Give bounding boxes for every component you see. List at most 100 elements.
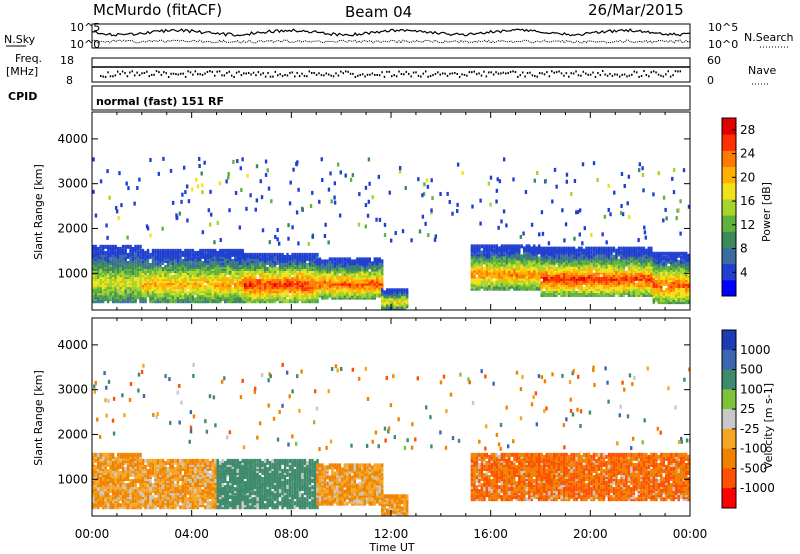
power-cell xyxy=(642,272,646,277)
power-cell xyxy=(346,275,349,280)
power-cell xyxy=(248,252,252,257)
power-cell xyxy=(196,258,200,263)
power-cell xyxy=(311,269,314,274)
power-cell xyxy=(174,299,177,304)
power-cell xyxy=(263,295,267,300)
power-cell xyxy=(176,285,180,290)
power-cell xyxy=(159,285,162,290)
power-cell xyxy=(567,290,571,295)
power-cell xyxy=(96,254,100,259)
power-cell xyxy=(169,260,172,265)
power-cell xyxy=(276,256,279,261)
nave-mark xyxy=(141,72,143,75)
power-cell xyxy=(159,293,162,298)
power-cell xyxy=(201,230,205,235)
power-cell xyxy=(508,244,511,249)
power-cell xyxy=(366,269,369,274)
power-cell xyxy=(146,269,150,274)
power-cell xyxy=(400,288,404,293)
power-cell xyxy=(602,274,606,279)
power-cell xyxy=(225,179,228,184)
power-cell xyxy=(166,289,170,294)
power-cell xyxy=(640,254,643,259)
power-cell xyxy=(366,267,369,272)
power-cell xyxy=(623,184,626,189)
power-cell xyxy=(166,266,170,271)
power-cell xyxy=(239,281,242,286)
power-cell xyxy=(612,276,616,281)
power-cell xyxy=(201,273,205,278)
power-cell xyxy=(281,258,284,263)
power-cell xyxy=(181,264,185,269)
power-cell xyxy=(114,260,117,265)
power-cell xyxy=(234,266,237,271)
power-cell xyxy=(308,281,312,286)
power-cell xyxy=(226,291,229,296)
power-cell xyxy=(94,250,97,255)
power-cell xyxy=(685,273,688,278)
power-cell xyxy=(298,256,302,261)
power-cell xyxy=(575,276,578,281)
power-cell xyxy=(273,293,277,298)
power-cell xyxy=(657,284,661,289)
power-cell xyxy=(196,252,200,257)
power-cell xyxy=(341,285,344,290)
power-cell xyxy=(485,248,489,253)
power-cell xyxy=(610,282,613,287)
power-cell xyxy=(333,283,337,288)
power-cell xyxy=(473,258,476,263)
power-cell xyxy=(403,296,406,301)
power-cell xyxy=(278,271,282,276)
power-cell xyxy=(106,279,110,284)
nave-mark xyxy=(201,73,204,76)
power-cell xyxy=(515,246,518,251)
power-cell xyxy=(580,248,583,253)
power-cell xyxy=(241,289,244,294)
power-cell xyxy=(642,250,646,255)
power-cell xyxy=(256,289,259,294)
power-cell xyxy=(176,264,180,269)
power-cell xyxy=(625,246,628,251)
power-cell xyxy=(151,252,155,257)
power-cell xyxy=(281,256,284,261)
power-cell xyxy=(286,254,289,259)
power-cell xyxy=(201,289,205,294)
power-cell xyxy=(221,283,224,288)
power-cell xyxy=(475,262,479,267)
power-cell xyxy=(607,280,611,285)
power-cell xyxy=(655,259,658,264)
power-cell xyxy=(221,262,224,267)
power-cell xyxy=(597,276,601,281)
power-cell xyxy=(391,288,394,293)
power-cell xyxy=(667,273,670,278)
power-cell xyxy=(154,285,157,290)
power-cell xyxy=(144,277,147,282)
power-cell xyxy=(585,264,588,269)
power-cell xyxy=(281,254,284,259)
power-cell xyxy=(293,252,297,257)
power-cell xyxy=(246,289,249,294)
power-cell xyxy=(470,252,474,257)
power-cell xyxy=(652,267,656,272)
power-cell xyxy=(637,276,641,281)
power-cell xyxy=(116,297,120,302)
power-cell xyxy=(341,267,344,272)
nave-mark xyxy=(587,73,589,76)
power-cell xyxy=(592,276,596,281)
power-cell xyxy=(326,293,329,298)
power-cell xyxy=(577,258,581,263)
power-cell xyxy=(186,271,190,276)
power-cell xyxy=(181,291,185,296)
power-cell xyxy=(201,250,205,255)
power-cell xyxy=(116,250,120,255)
power-cell xyxy=(229,281,232,286)
power-cell xyxy=(533,248,536,253)
power-cell xyxy=(261,269,264,274)
power-cell xyxy=(256,283,259,288)
power-cell xyxy=(495,280,499,285)
power-cell xyxy=(505,272,509,277)
power-cell xyxy=(575,248,578,253)
power-cell xyxy=(161,252,165,257)
power-cell xyxy=(490,268,494,273)
power-cell xyxy=(288,266,292,271)
